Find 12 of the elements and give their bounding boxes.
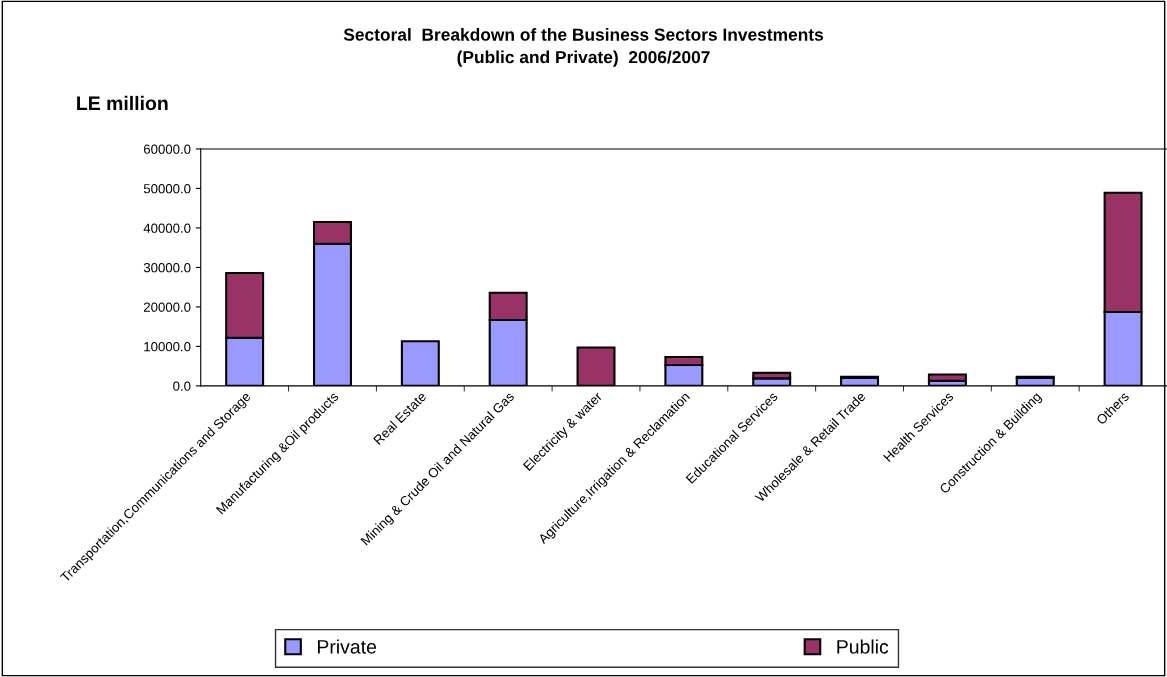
y-axis-title: LE million — [77, 95, 168, 111]
y-tick-label: 0.0 — [173, 381, 191, 391]
y-tick-label: 30000.0 — [143, 262, 191, 273]
y-tick-label: 40000.0 — [143, 223, 191, 233]
legend-label: Public — [837, 639, 889, 654]
y-tick-label: 10000.0 — [144, 341, 191, 352]
y-tick-label: 20000.0 — [143, 302, 191, 312]
chart-title: Sectoral Breakdown of the Business Sectors Investments (Public and Private) 2006/2007 — [343, 28, 824, 67]
y-tick-label: 50000.0 — [143, 184, 191, 194]
y-tick-label: 60000.0 — [143, 144, 191, 154]
bar — [927, 373, 967, 382]
legend-label: Private — [317, 639, 377, 654]
